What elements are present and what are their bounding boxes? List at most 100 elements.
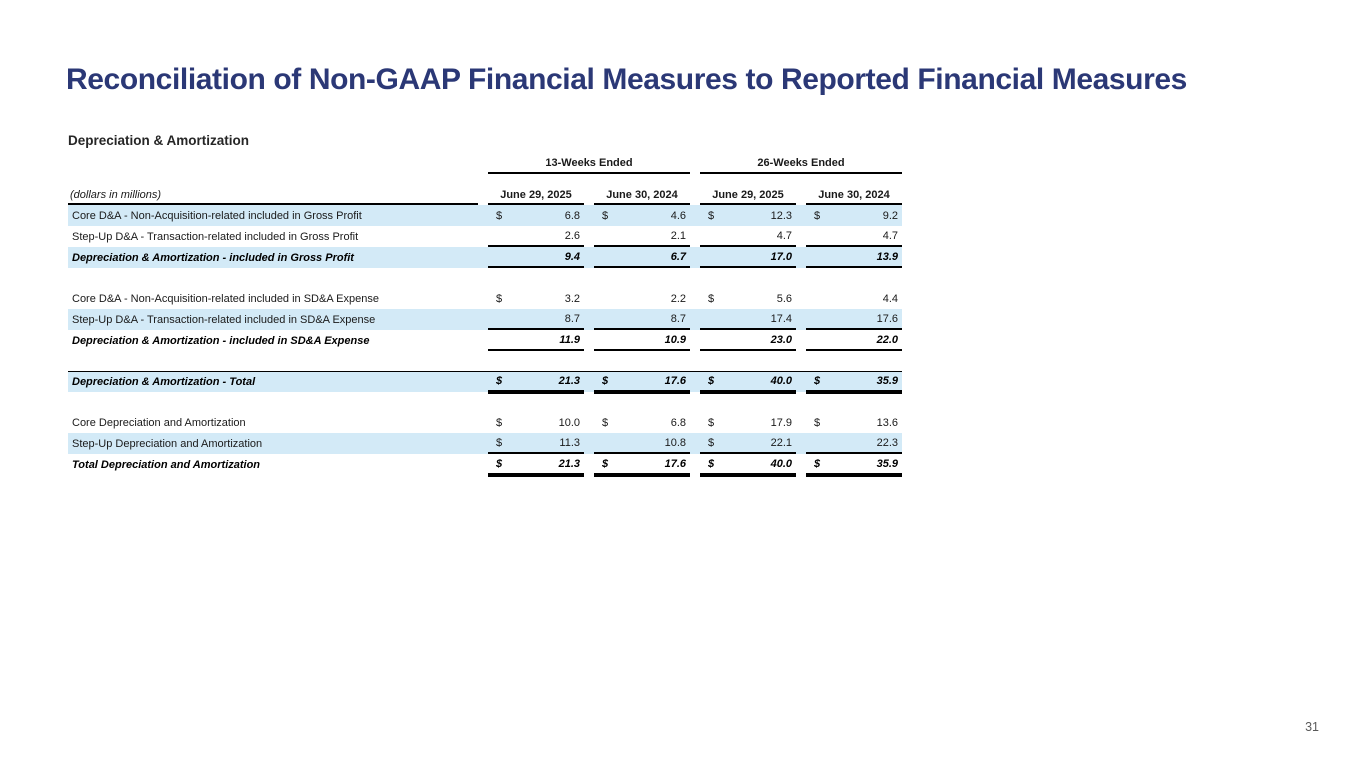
currency-symbol: $ [708, 292, 715, 305]
table-title: Depreciation & Amortization [68, 133, 250, 148]
value-cell: 22.0 [806, 330, 902, 351]
currency-symbol: $ [708, 416, 715, 429]
value-cell: $17.6 [594, 372, 690, 394]
cell-value: 9.4 [564, 250, 580, 263]
value-cell: $40.0 [700, 454, 796, 477]
cell-value: 5.6 [776, 292, 792, 305]
value-cell: $6.8 [594, 412, 690, 433]
table-row: Depreciation & Amortization - Total $21.3… [68, 371, 902, 394]
value-cell: 4.7 [700, 226, 796, 247]
cell-value: 17.9 [770, 416, 792, 429]
value-cell: 11.9 [488, 330, 584, 351]
row-label: Core D&A - Non-Acquisition-related inclu… [72, 209, 362, 222]
currency-symbol: $ [602, 416, 609, 429]
cell-value: 6.8 [670, 416, 686, 429]
cell-value: 17.4 [770, 312, 792, 325]
value-cell: 8.7 [488, 309, 584, 330]
cell-value: 4.4 [882, 292, 898, 305]
value-cell: 8.7 [594, 309, 690, 330]
cell-value: 22.1 [770, 436, 792, 449]
currency-symbol: $ [814, 457, 821, 470]
value-cell: 4.7 [806, 226, 902, 247]
row-label: Core D&A - Non-Acquisition-related inclu… [72, 292, 379, 305]
value-cell: 22.3 [806, 433, 902, 454]
currency-symbol: $ [708, 436, 715, 449]
cell-value: 2.6 [564, 229, 580, 242]
value-cell: 17.4 [700, 309, 796, 330]
value-cell: $11.3 [488, 433, 584, 454]
row-label: Step-Up D&A - Transaction-related includ… [72, 313, 376, 326]
currency-symbol: $ [708, 209, 715, 222]
col-header-4: June 30, 2024 [806, 184, 902, 205]
col-group-13-weeks: 13-Weeks Ended [488, 157, 690, 174]
table-body: Core D&A - Non-Acquisition-related inclu… [68, 205, 902, 477]
value-cell: 23.0 [700, 330, 796, 351]
currency-symbol: $ [602, 209, 609, 222]
currency-symbol: $ [814, 209, 821, 222]
col-group-26-weeks: 26-Weeks Ended [700, 157, 902, 174]
cell-value: 4.7 [882, 229, 898, 242]
column-header-row: (dollars in millions) June 29, 2025 June… [68, 184, 902, 205]
cell-value: 21.3 [558, 457, 580, 470]
value-cell: $35.9 [806, 454, 902, 477]
currency-symbol: $ [708, 375, 715, 387]
value-cell: 2.1 [594, 226, 690, 247]
cell-value: 17.6 [664, 375, 686, 387]
cell-value: 40.0 [770, 375, 792, 387]
value-cell: $35.9 [806, 372, 902, 394]
value-cell: 4.4 [806, 288, 902, 309]
currency-symbol: $ [496, 457, 503, 470]
cell-value: 10.9 [664, 333, 686, 346]
currency-symbol: $ [814, 416, 821, 429]
column-group-header-row: 13-Weeks Ended 26-Weeks Ended [68, 157, 902, 174]
cell-value: 10.0 [558, 416, 580, 429]
cell-value: 35.9 [876, 457, 898, 470]
cell-value: 17.6 [664, 457, 686, 470]
value-cell: 9.4 [488, 247, 584, 268]
value-cell: $17.6 [594, 454, 690, 477]
cell-value: 6.8 [564, 209, 580, 222]
cell-value: 11.3 [559, 436, 580, 449]
table-row: Depreciation & Amortization - included i… [68, 247, 902, 268]
page-title: Reconciliation of Non-GAAP Financial Mea… [66, 63, 1187, 96]
currency-symbol: $ [602, 375, 609, 387]
table-row: Step-Up Depreciation and Amortization $11… [68, 433, 902, 454]
table-row: Step-Up D&A - Transaction-related includ… [68, 226, 902, 247]
value-cell: 2.6 [488, 226, 584, 247]
cell-value: 3.2 [564, 292, 580, 305]
cell-value: 22.3 [876, 436, 898, 449]
cell-value: 8.7 [564, 312, 580, 325]
currency-symbol: $ [496, 209, 503, 222]
cell-value: 8.7 [670, 312, 686, 325]
col-header-3: June 29, 2025 [700, 184, 796, 205]
cell-value: 11.9 [559, 333, 580, 346]
group-header-spacer [68, 157, 488, 174]
value-cell: $22.1 [700, 433, 796, 454]
cell-value: 35.9 [876, 375, 898, 387]
value-cell: $5.6 [700, 288, 796, 309]
row-label: Step-Up Depreciation and Amortization [72, 437, 263, 450]
cell-value: 9.2 [882, 209, 898, 222]
value-cell: $21.3 [488, 372, 584, 394]
table-row: Total Depreciation and Amortization $21.3… [68, 454, 902, 477]
value-cell: 10.8 [594, 433, 690, 454]
value-cell: 10.9 [594, 330, 690, 351]
value-cell: $13.6 [806, 412, 902, 433]
cell-value: 17.0 [770, 250, 792, 263]
row-label: Depreciation & Amortization - Total [72, 376, 256, 388]
row-label: Core Depreciation and Amortization [72, 416, 246, 429]
cell-value: 4.7 [776, 229, 792, 242]
units-note: (dollars in millions) [68, 184, 478, 205]
cell-value: 21.3 [558, 375, 580, 387]
row-label: Depreciation & Amortization - included i… [72, 251, 354, 264]
cell-value: 2.2 [670, 292, 686, 305]
cell-value: 12.3 [770, 209, 792, 222]
table-row: Core D&A - Non-Acquisition-related inclu… [68, 288, 902, 309]
value-cell: 17.6 [806, 309, 902, 330]
col-header-2: June 30, 2024 [594, 184, 690, 205]
value-cell: 2.2 [594, 288, 690, 309]
page-number: 31 [1305, 720, 1319, 734]
cell-value: 13.6 [876, 416, 898, 429]
value-cell: $17.9 [700, 412, 796, 433]
